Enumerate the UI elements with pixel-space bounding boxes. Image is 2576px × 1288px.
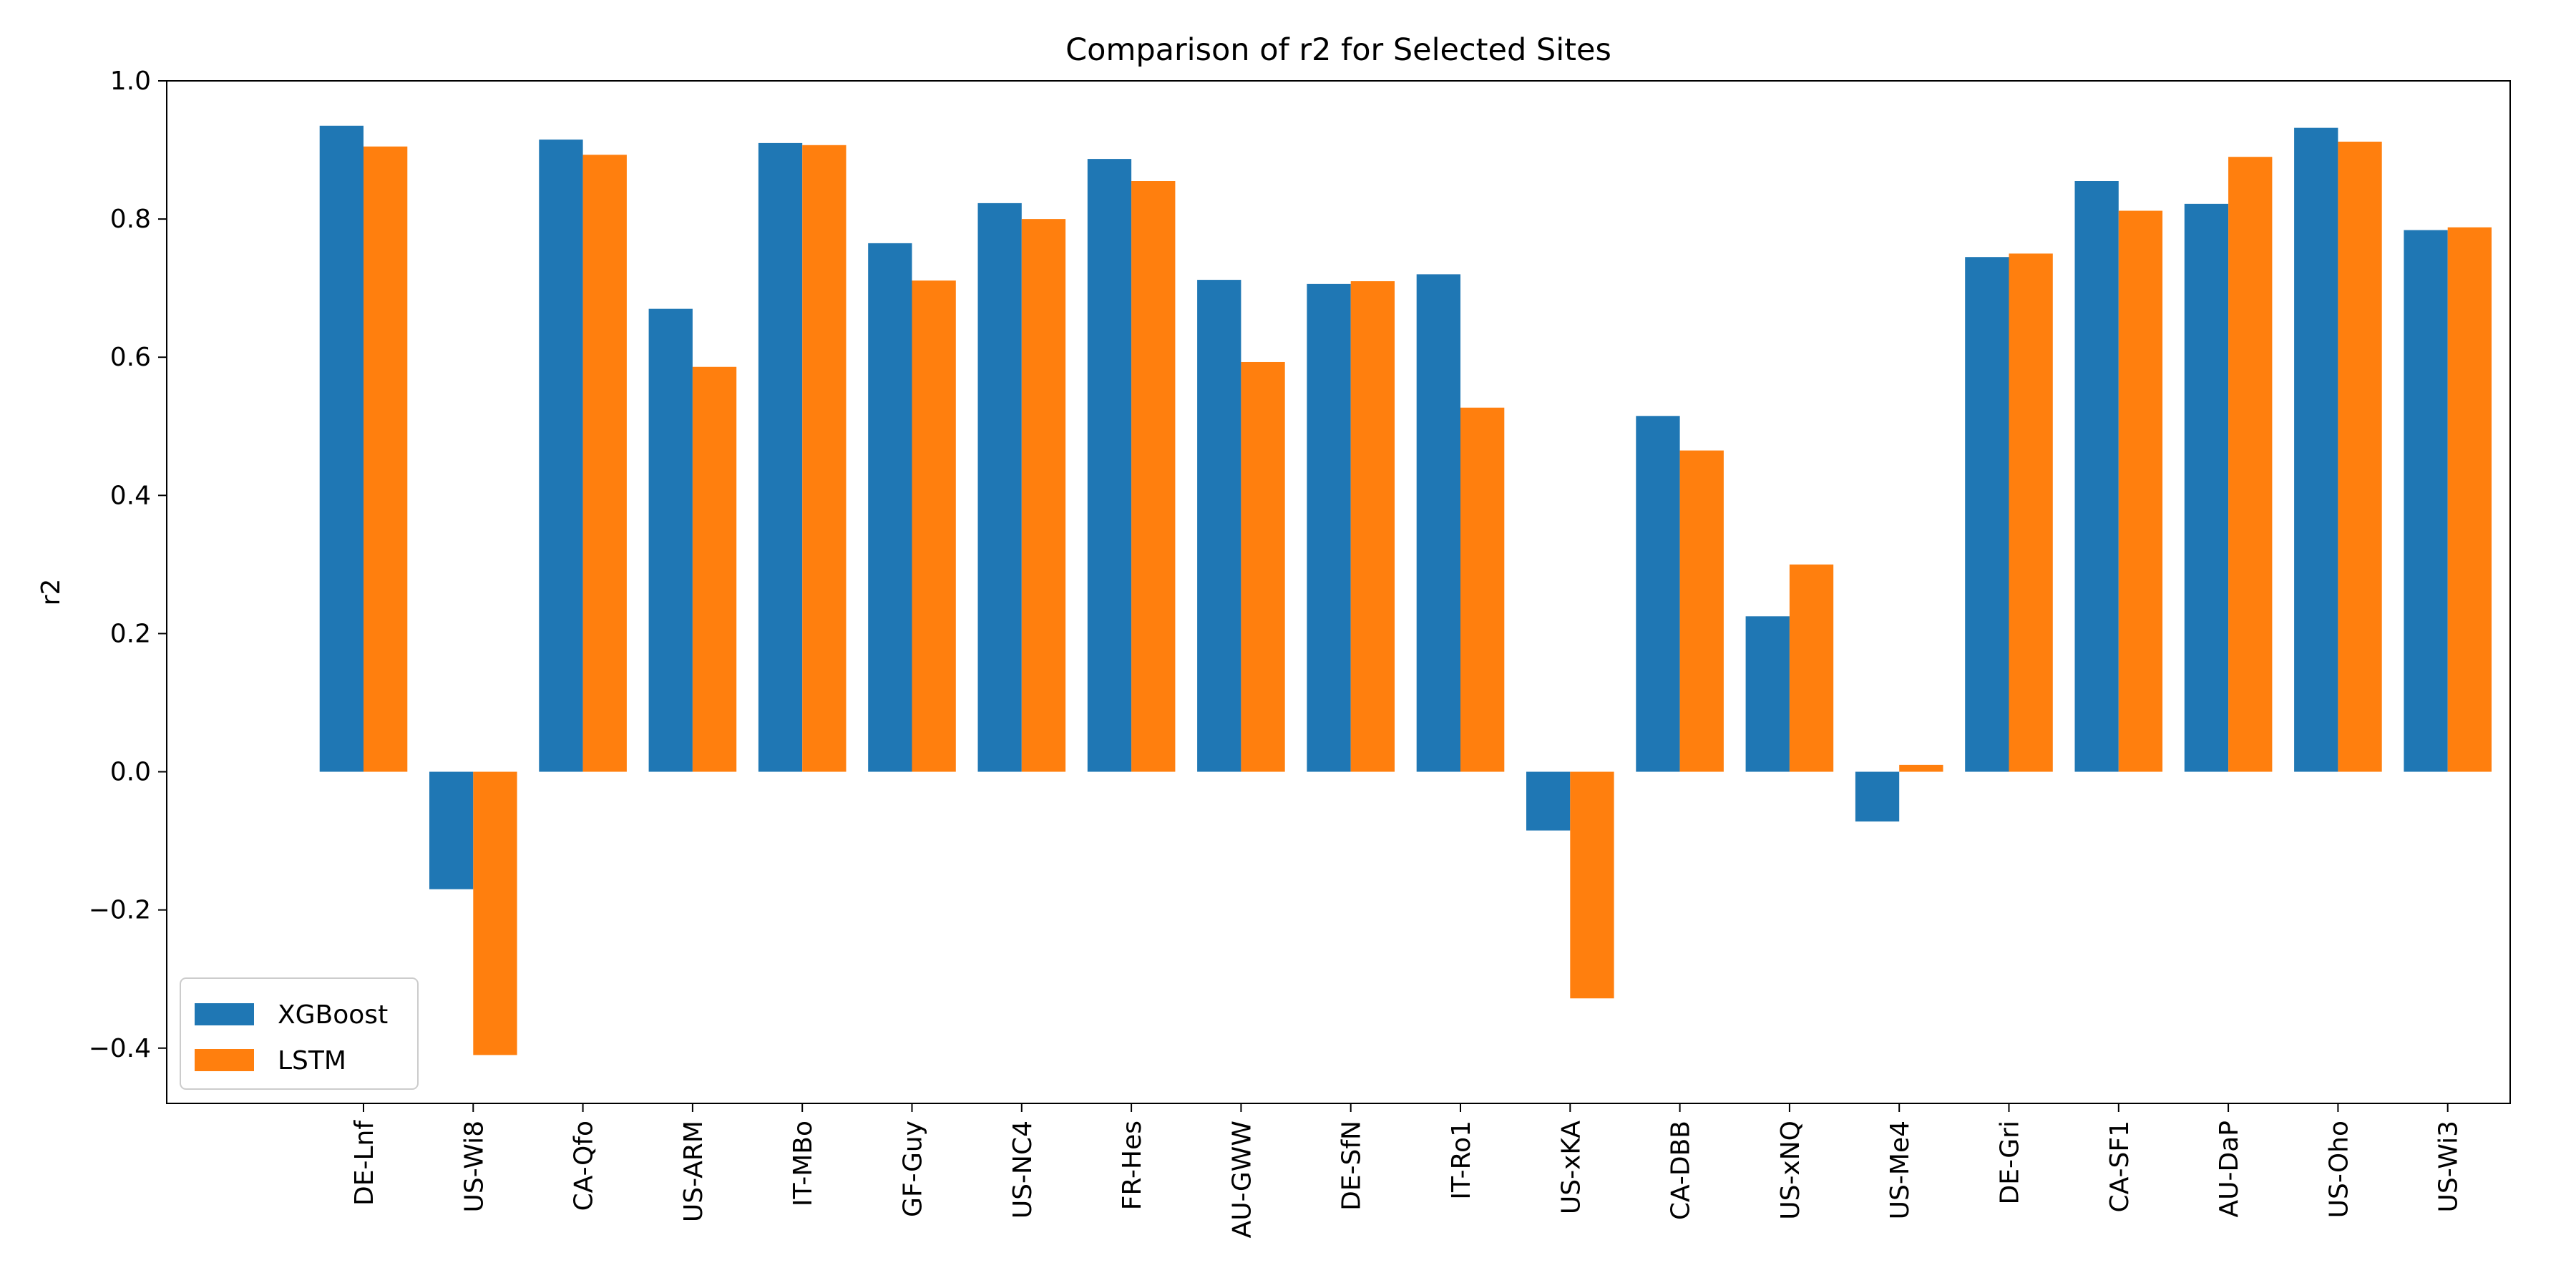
bar-lstm-de-lnf [364, 146, 408, 772]
x-tick-label: US-xNQ [1776, 1121, 1805, 1220]
x-tick-label: IT-Ro1 [1447, 1121, 1476, 1200]
x-tick-label: US-Oho [2324, 1121, 2353, 1218]
legend: XGBoost LSTM [180, 977, 419, 1090]
bar-xgboost-fr-hes [1087, 159, 1132, 772]
bar-lstm-au-gww [1241, 361, 1285, 772]
bar-xgboost-us-arm [648, 308, 693, 772]
y-tick-label: 0.4 [110, 481, 151, 510]
y-tick-label: 0.0 [110, 758, 151, 787]
bar-xgboost-us-xnq [1745, 616, 1790, 772]
y-tick-label: 0.2 [110, 619, 151, 648]
y-axis-ticks: −0.4 −0.2 0.0 0.2 0.4 0.6 0.8 1.0 [89, 67, 167, 1063]
x-tick-label: US-NC4 [1008, 1121, 1038, 1219]
x-tick-label: FR-Hes [1118, 1121, 1147, 1210]
x-tick-label: CA-SF1 [2105, 1121, 2135, 1212]
bar-xgboost-ca-dbb [1636, 416, 1680, 772]
legend-label-xgboost: XGBoost [278, 1000, 388, 1030]
bar-xgboost-au-dap [2184, 203, 2229, 772]
bar-xgboost-it-ro1 [1416, 274, 1460, 772]
y-tick-label: −0.2 [89, 896, 151, 925]
x-tick-label: DE-Lnf [350, 1120, 379, 1206]
bar-xgboost-it-mbo [758, 142, 803, 772]
y-tick-label: 1.0 [110, 67, 151, 96]
y-axis-label: r2 [36, 579, 66, 606]
x-tick-label: US-Wi8 [459, 1121, 489, 1212]
bar-lstm-ca-sf1 [2118, 210, 2163, 772]
bar-lstm-us-arm [692, 366, 737, 772]
bar-lstm-us-nc4 [1021, 219, 1066, 772]
bar-xgboost-us-nc4 [977, 203, 1022, 772]
bar-lstm-it-mbo [802, 145, 847, 772]
bar-xgboost-de-lnf [319, 125, 364, 772]
y-tick-label: 0.6 [110, 343, 151, 372]
y-tick-label: −0.4 [89, 1034, 151, 1063]
x-tick-label: CA-Qfo [570, 1121, 599, 1211]
bar-lstm-us-wi3 [2447, 227, 2492, 772]
bar-lstm-de-sfn [1350, 281, 1395, 772]
bar-xgboost-de-gri [1965, 257, 2009, 772]
bar-lstm-us-me4 [1899, 764, 1943, 772]
bar-xgboost-au-gww [1197, 280, 1241, 772]
bar-lstm-ca-qfo [582, 155, 627, 772]
x-tick-label: DE-SfN [1337, 1121, 1367, 1211]
bar-lstm-gf-guy [912, 280, 956, 772]
bar-xgboost-gf-guy [868, 243, 912, 772]
bar-lstm-us-wi8 [473, 771, 517, 1055]
chart-title: Comparison of r2 for Selected Sites [1065, 32, 1611, 68]
bar-lstm-de-gri [2009, 253, 2053, 772]
x-tick-label: DE-Gri [1996, 1121, 2025, 1204]
bar-xgboost-us-wi8 [429, 771, 474, 889]
bar-lstm-us-xnq [1789, 564, 1834, 772]
x-tick-label: AU-GWW [1227, 1121, 1257, 1238]
x-tick-label: US-Wi3 [2434, 1121, 2464, 1212]
bar-xgboost-ca-sf1 [2074, 181, 2119, 772]
x-tick-label: US-xKA [1556, 1121, 1586, 1214]
bar-lstm-fr-hes [1131, 181, 1176, 772]
plot-area-frame [166, 80, 2511, 1104]
bar-lstm-us-oho [2338, 141, 2382, 772]
x-tick-label: AU-DaP [2215, 1121, 2244, 1217]
y-tick-label: 0.8 [110, 205, 151, 234]
bar-xgboost-ca-qfo [539, 140, 583, 772]
x-tick-label: CA-DBB [1667, 1121, 1696, 1220]
bar-lstm-ca-dbb [1679, 450, 1724, 772]
bar-xgboost-de-sfn [1307, 283, 1351, 772]
bar-lstm-au-dap [2228, 157, 2273, 772]
x-tick-label: IT-MBo [789, 1121, 818, 1206]
x-tick-label: GF-Guy [899, 1121, 928, 1217]
bar-xgboost-us-oho [2294, 127, 2338, 772]
legend-label-lstm: LSTM [278, 1046, 346, 1075]
bar-lstm-us-xka [1570, 771, 1614, 999]
x-axis-ticks: DE-Lnf US-Wi8 CA-Qfo US-ARM IT-MBo GF-Guy US-N… [350, 1103, 2464, 1238]
bars-group [319, 125, 2492, 1055]
x-tick-label: US-ARM [679, 1121, 708, 1222]
bar-xgboost-us-wi3 [2404, 230, 2448, 772]
legend-swatch-lstm [195, 1049, 254, 1071]
x-tick-label: US-Me4 [1885, 1121, 1915, 1219]
bar-lstm-it-ro1 [1460, 407, 1505, 772]
legend-swatch-xgboost [195, 1003, 254, 1025]
bar-xgboost-us-me4 [1855, 771, 1900, 822]
bar-xgboost-us-xka [1526, 771, 1571, 831]
